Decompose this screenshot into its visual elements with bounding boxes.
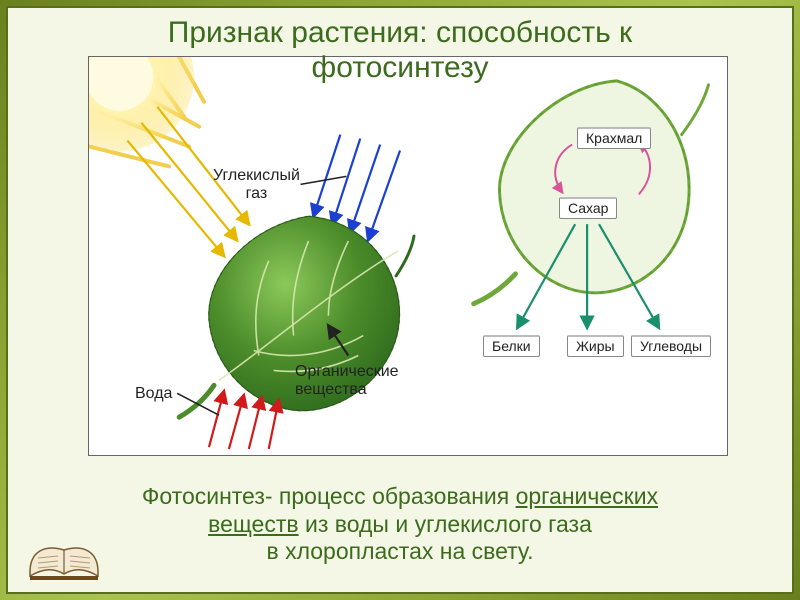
sugar-box: Сахар [559,197,617,219]
co2-label-l1: Углекислый [213,167,300,184]
slide-title: Признак растения: способность к фотосинт… [8,16,792,85]
organic-label-l1: Органические [295,363,399,380]
book-icon [26,532,102,582]
slide-frame-inner: Признак растения: способность к фотосинт… [6,6,794,594]
title-line-1: Признак растения: способность к [168,16,632,49]
def-l2a: веществ [208,511,298,537]
organic-label: Органические вещества [295,363,399,399]
leaf-right-icon [474,81,709,304]
def-l3: в хлоропластах на свету. [266,538,533,564]
water-label: Вода [135,385,172,403]
carbs-box: Углеводы [631,335,711,357]
def-l1a: Фотосинтез- процесс образования [142,483,516,509]
organic-label-l2: вещества [295,381,367,398]
definition-text: Фотосинтез- процесс образования органиче… [8,483,792,566]
def-l1b: органических [516,483,659,509]
diagram-container: Углекислый газ Вода Органические веществ… [88,56,728,456]
title-line-2: фотосинтезу [312,51,489,84]
proteins-box: Белки [483,335,540,357]
starch-box: Крахмал [577,127,651,149]
co2-label: Углекислый газ [213,167,300,203]
slide-frame-outer: Признак растения: способность к фотосинт… [0,0,800,600]
fats-box: Жиры [567,335,624,357]
diagram-svg [89,57,727,455]
def-l2b: из воды и углекислого газа [299,511,592,537]
co2-label-l2: газ [246,185,268,202]
